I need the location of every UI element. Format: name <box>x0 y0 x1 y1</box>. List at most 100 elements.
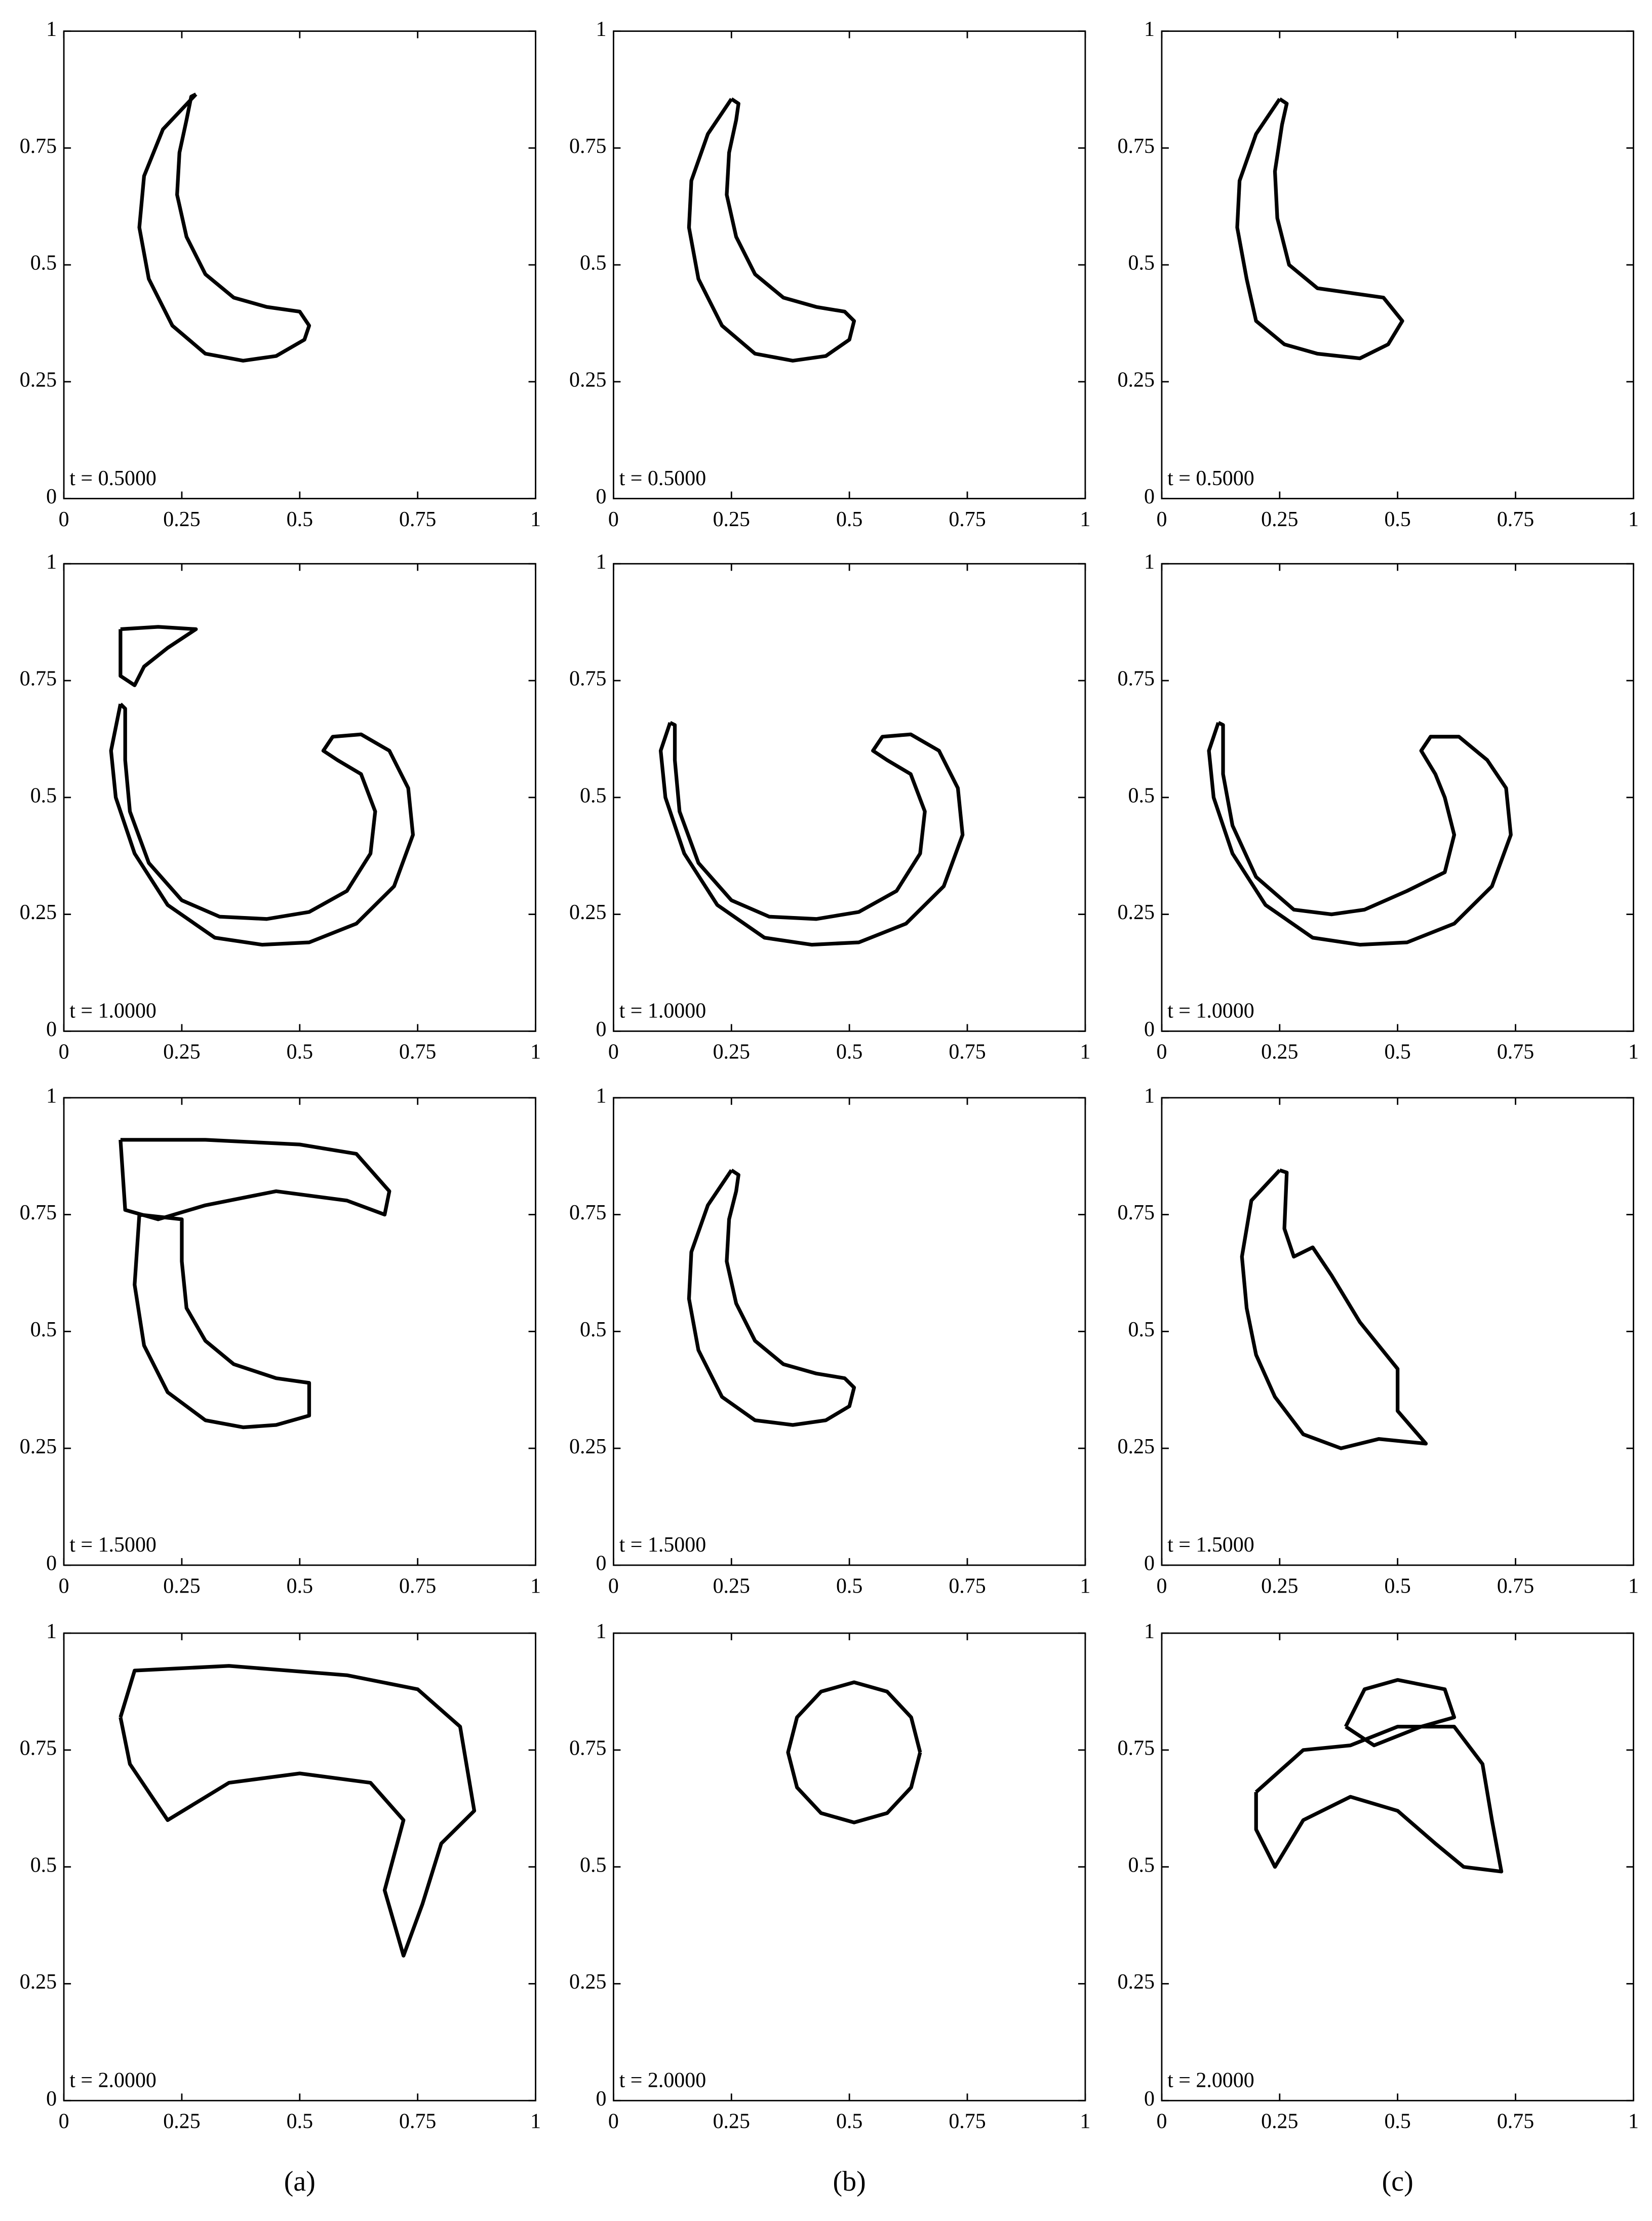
time-annotation: t = 0.5000 <box>69 467 156 490</box>
x-tick-label: 0.25 <box>163 508 200 531</box>
y-tick-label: 1 <box>1144 18 1155 41</box>
time-annotation: t = 1.0000 <box>69 1000 156 1023</box>
x-tick-label: 0 <box>59 508 69 531</box>
contour-line <box>137 92 311 363</box>
y-tick-label: 0 <box>46 1018 57 1041</box>
x-tick-label: 0.5 <box>1384 508 1410 531</box>
y-tick-label: 0.75 <box>1118 1201 1155 1224</box>
contour-line <box>133 1212 311 1430</box>
plot-frame <box>1161 1632 1634 2101</box>
x-tick-label: 0.25 <box>163 1041 200 1064</box>
contour-line <box>687 97 856 363</box>
x-tick-label: 1 <box>530 508 541 531</box>
plot-frame <box>63 1097 536 1566</box>
x-tick-label: 0.25 <box>163 2110 200 2133</box>
y-tick-label: 0.5 <box>30 1853 57 1877</box>
x-tick-label: 1 <box>1628 508 1639 531</box>
plot-frame <box>613 563 1086 1032</box>
x-tick-label: 1 <box>1080 2110 1090 2133</box>
y-tick-label: 0.5 <box>1128 1318 1155 1341</box>
y-tick-label: 0.25 <box>1118 368 1155 391</box>
x-tick-label: 0.5 <box>1384 1041 1410 1064</box>
x-tick-label: 0 <box>1156 508 1167 531</box>
x-tick-label: 0.75 <box>399 1041 436 1064</box>
time-annotation: t = 0.5000 <box>619 467 706 490</box>
y-tick-label: 0 <box>596 1018 606 1041</box>
x-tick-label: 0 <box>1156 1041 1167 1064</box>
x-tick-label: 0 <box>1156 1574 1167 1598</box>
plot-frame <box>63 30 536 500</box>
x-tick-label: 0.5 <box>1384 2110 1410 2133</box>
time-annotation: t = 0.5000 <box>1167 467 1254 490</box>
y-tick-label: 0.5 <box>30 1318 57 1341</box>
x-tick-label: 0.25 <box>1261 508 1298 531</box>
x-tick-label: 0.5 <box>836 1574 862 1598</box>
x-tick-label: 0.75 <box>949 1041 986 1064</box>
x-tick-label: 0.75 <box>1497 1574 1534 1598</box>
y-tick-label: 0 <box>1144 2087 1155 2111</box>
x-tick-label: 0.75 <box>399 508 436 531</box>
contour-line <box>1254 1725 1504 1874</box>
contour-line <box>786 1680 922 1825</box>
x-tick-label: 0.5 <box>1384 1574 1410 1598</box>
contour-line <box>1207 721 1513 947</box>
y-tick-label: 0.75 <box>569 1201 606 1224</box>
y-tick-label: 0.5 <box>30 784 57 807</box>
y-tick-label: 0.25 <box>569 1435 606 1458</box>
x-tick-label: 0.5 <box>287 508 313 531</box>
y-tick-label: 0.75 <box>20 667 57 691</box>
time-annotation: t = 1.5000 <box>1167 1533 1254 1557</box>
x-tick-label: 1 <box>1628 2110 1639 2133</box>
y-tick-label: 1 <box>596 1620 606 1643</box>
y-tick-label: 0.75 <box>20 1201 57 1224</box>
y-tick-label: 0.25 <box>20 1970 57 1994</box>
y-tick-label: 0.75 <box>1118 1737 1155 1760</box>
contour-line <box>1344 1678 1457 1748</box>
x-tick-label: 0.75 <box>1497 1041 1534 1064</box>
x-tick-label: 1 <box>530 2110 541 2133</box>
y-tick-label: 0.25 <box>569 901 606 924</box>
y-tick-label: 0.5 <box>1128 1853 1155 1877</box>
x-tick-label: 0 <box>608 1574 619 1598</box>
x-tick-label: 0 <box>608 508 619 531</box>
plot-frame <box>613 1097 1086 1566</box>
y-tick-label: 0.25 <box>569 1970 606 1994</box>
y-tick-label: 0 <box>1144 485 1155 508</box>
x-tick-label: 0.25 <box>1261 1574 1298 1598</box>
x-tick-label: 0.5 <box>287 2110 313 2133</box>
time-annotation: t = 2.0000 <box>1167 2069 1254 2092</box>
y-tick-label: 0.5 <box>1128 252 1155 275</box>
time-annotation: t = 2.0000 <box>69 2069 156 2092</box>
time-annotation: t = 1.5000 <box>69 1533 156 1557</box>
y-tick-label: 0 <box>1144 1018 1155 1041</box>
x-tick-label: 0.75 <box>399 2110 436 2133</box>
y-tick-label: 1 <box>1144 1084 1155 1107</box>
time-annotation: t = 1.0000 <box>619 1000 706 1023</box>
y-tick-label: 0.25 <box>1118 1970 1155 1994</box>
y-tick-label: 0 <box>596 485 606 508</box>
y-tick-label: 0 <box>46 485 57 508</box>
plot-frame <box>1161 30 1634 500</box>
x-tick-label: 0.75 <box>399 1574 436 1598</box>
y-tick-label: 0 <box>596 1552 606 1575</box>
x-tick-label: 0.25 <box>1261 1041 1298 1064</box>
y-tick-label: 0.75 <box>20 1737 57 1760</box>
x-tick-label: 0.75 <box>1497 508 1534 531</box>
time-annotation: t = 2.0000 <box>619 2069 706 2092</box>
contour-line <box>109 702 415 947</box>
y-tick-label: 0.25 <box>20 901 57 924</box>
x-tick-label: 0.5 <box>836 2110 862 2133</box>
x-tick-label: 0 <box>59 2110 69 2133</box>
x-tick-label: 1 <box>1628 1041 1639 1064</box>
y-tick-label: 1 <box>596 550 606 574</box>
contour-line <box>658 721 965 947</box>
plot-frame <box>63 1632 536 2101</box>
y-tick-label: 1 <box>1144 1620 1155 1643</box>
x-tick-label: 0.25 <box>713 1574 750 1598</box>
y-tick-label: 0.5 <box>30 252 57 275</box>
x-tick-label: 0.5 <box>287 1041 313 1064</box>
x-tick-label: 1 <box>1080 1041 1090 1064</box>
y-tick-label: 0.75 <box>569 1737 606 1760</box>
y-tick-label: 1 <box>596 1084 606 1107</box>
